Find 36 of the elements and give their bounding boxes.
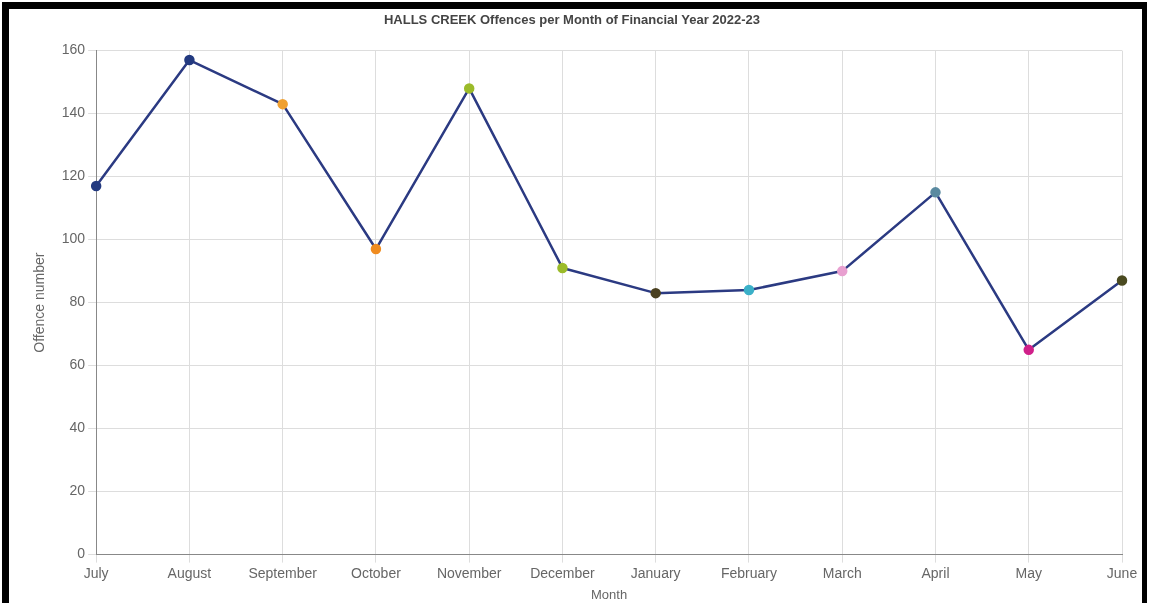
- point: [743, 284, 755, 296]
- point: [557, 262, 568, 274]
- y-tick-label: 20: [69, 482, 86, 499]
- x-tick-label: November: [436, 564, 502, 581]
- x-tick-label: May: [1015, 564, 1042, 581]
- x-axis-title: Month: [591, 586, 628, 602]
- point: [184, 54, 195, 66]
- point: [277, 98, 288, 110]
- x-tick-label: October: [351, 564, 402, 581]
- point: [930, 187, 941, 198]
- point: [370, 243, 382, 255]
- y-tick-label: 140: [61, 104, 86, 121]
- y-tick-label: 160: [61, 41, 86, 58]
- y-tick-label: 100: [61, 230, 86, 247]
- point: [90, 180, 102, 192]
- point: [650, 287, 661, 299]
- point: [1116, 275, 1128, 286]
- x-tick-label: August: [167, 564, 212, 581]
- point: [463, 83, 475, 94]
- x-tick-label: December: [530, 564, 596, 581]
- y-tick-label: 80: [69, 293, 86, 310]
- y-tick-label: 0: [77, 545, 86, 562]
- y-tick-label: 40: [69, 419, 86, 436]
- x-tick-label: April: [921, 564, 950, 581]
- point: [1023, 344, 1034, 356]
- y-axis-title: Offence number: [31, 252, 48, 353]
- point: [836, 265, 848, 277]
- chart-title: HALLS CREEK Offences per Month of Financial Year 2022-23: [383, 12, 761, 28]
- y-tick-label: 60: [69, 356, 86, 373]
- x-tick-label: January: [630, 564, 681, 581]
- x-tick-label: September: [248, 564, 318, 581]
- y-tick-label: 120: [61, 167, 86, 184]
- x-tick-label: March: [822, 564, 862, 581]
- x-tick-label: June: [1106, 564, 1138, 581]
- x-tick-label: July: [83, 564, 109, 581]
- x-tick-label: February: [720, 564, 777, 581]
